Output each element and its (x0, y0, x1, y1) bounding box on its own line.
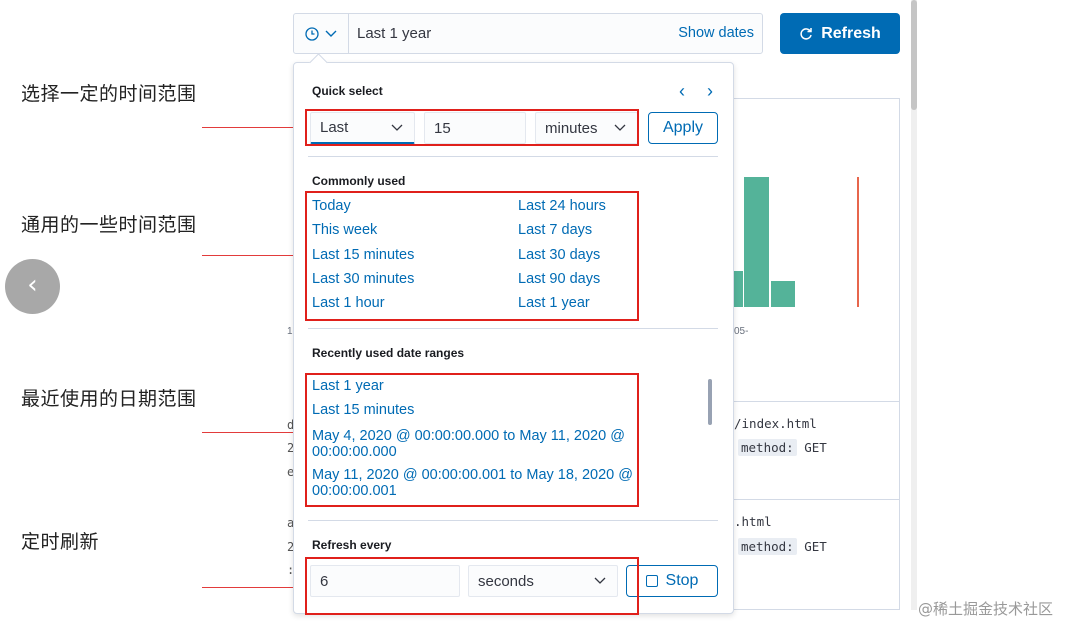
period-nav: ‹ › (679, 81, 713, 102)
refresh-label: Refresh (821, 24, 881, 42)
histogram-bar (744, 177, 769, 307)
recently-used-item[interactable]: May 4, 2020 @ 00:00:00.000 to May 11, 20… (312, 428, 625, 460)
watermark: @稀土掘金技术社区 (918, 600, 1054, 618)
field-value: GET (804, 539, 827, 554)
refresh-unit-value: seconds (478, 572, 534, 590)
commonly-used-item[interactable]: Last 1 hour (312, 295, 385, 311)
axis-tick-label: 1- (287, 326, 296, 337)
commonly-used-item[interactable]: Today (312, 198, 351, 214)
tense-select[interactable]: Last (310, 112, 415, 144)
date-range-text[interactable]: Last 1 year (357, 25, 432, 42)
edge-char: e (287, 465, 295, 479)
chevron-down-icon (391, 124, 403, 131)
date-picker-bar: Last 1 year Show dates (293, 13, 763, 54)
histogram-marker-line (857, 177, 859, 307)
commonly-used-item[interactable]: This week (312, 222, 378, 238)
field-key: method: (738, 538, 797, 555)
commonly-used-title: Commonly used (312, 174, 406, 188)
doc-path: .html (734, 514, 772, 529)
commonly-used-item[interactable]: Last 1 year (518, 295, 590, 311)
page-scrollbar-track[interactable] (911, 0, 917, 610)
section-divider (308, 328, 718, 329)
histogram-panel (733, 98, 900, 610)
row-divider (733, 499, 900, 500)
clock-icon (305, 26, 319, 41)
chevron-down-icon (325, 30, 337, 37)
quick-select-title: Quick select (312, 84, 383, 98)
recently-used-item[interactable]: Last 1 year (312, 378, 384, 394)
unit-select[interactable]: minutes (535, 112, 638, 144)
recently-used-title: Recently used date ranges (312, 346, 465, 360)
annotation-commonly-used: 通用的一些时间范围 (21, 214, 197, 236)
annotation-recently-used: 最近使用的日期范围 (21, 388, 197, 410)
field-value: GET (804, 440, 827, 455)
quantity-input[interactable]: 15 (424, 112, 526, 144)
commonly-used-item[interactable]: Last 24 hours (518, 198, 606, 214)
recently-used-item[interactable]: May 11, 2020 @ 00:00:00.001 to May 18, 2… (312, 467, 633, 499)
annotation-arrow (202, 127, 306, 128)
annotation-box-refresh (305, 557, 639, 615)
quick-select-button[interactable] (294, 14, 349, 53)
histogram-bar (733, 271, 743, 307)
stop-label: Stop (665, 572, 699, 589)
chevron-left-icon: ‹ (27, 270, 38, 300)
annotation-box-recently-used (305, 373, 639, 507)
annotation-quick-select: 选择一定的时间范围 (21, 83, 197, 105)
refresh-unit-select[interactable]: seconds (468, 565, 618, 597)
refresh-interval-value: 6 (320, 572, 329, 590)
quick-select-popover: Quick select ‹ › Last 15 minutes Apply C… (293, 62, 734, 614)
annotation-box-commonly-used (305, 191, 639, 321)
doc-field: method: GET (738, 439, 827, 456)
back-button[interactable]: ‹ (5, 259, 60, 314)
doc-path: /index.html (734, 416, 817, 431)
page-scrollbar-thumb[interactable] (911, 0, 917, 110)
edge-char: : (287, 563, 295, 577)
annotation-arrow (202, 255, 306, 256)
annotation-refresh: 定时刷新 (21, 531, 100, 553)
axis-tick-label: 05- (734, 326, 749, 337)
previous-period-icon[interactable]: ‹ (679, 81, 685, 101)
stop-button[interactable]: Stop (626, 565, 718, 597)
row-divider (733, 401, 900, 402)
edge-char: d (287, 418, 295, 432)
next-period-icon[interactable]: › (707, 81, 713, 101)
field-key: method: (738, 439, 797, 456)
commonly-used-item[interactable]: Last 15 minutes (312, 247, 415, 263)
refresh-button[interactable]: Refresh (780, 13, 900, 54)
histogram-bar (771, 281, 795, 307)
annotation-arrow (202, 587, 306, 588)
stop-icon (645, 575, 658, 587)
doc-field: method: GET (738, 538, 827, 555)
commonly-used-item[interactable]: Last 30 minutes (312, 271, 415, 287)
annotation-arrow (202, 432, 306, 433)
annotation-box-quick-select (305, 109, 639, 146)
apply-button[interactable]: Apply (648, 112, 718, 144)
section-divider (308, 520, 718, 521)
commonly-used-item[interactable]: Last 7 days (518, 222, 593, 238)
edge-char: a (287, 516, 295, 530)
refresh-icon (800, 27, 812, 40)
chevron-down-icon (594, 577, 606, 584)
recently-used-item[interactable]: Last 15 minutes (312, 402, 415, 418)
refresh-every-title: Refresh every (312, 538, 392, 552)
edge-char: 2 (287, 441, 295, 455)
show-dates-link[interactable]: Show dates (678, 25, 754, 41)
quantity-value: 15 (434, 119, 451, 137)
commonly-used-item[interactable]: Last 90 days (518, 271, 601, 287)
refresh-interval-input[interactable]: 6 (310, 565, 460, 597)
chevron-down-icon (614, 124, 626, 131)
section-divider (308, 156, 718, 157)
commonly-used-item[interactable]: Last 30 days (518, 247, 601, 263)
tense-value: Last (320, 119, 349, 136)
unit-value: minutes (545, 119, 598, 137)
edge-char: 2 (287, 540, 295, 554)
recent-list-scrollbar[interactable] (708, 379, 712, 425)
